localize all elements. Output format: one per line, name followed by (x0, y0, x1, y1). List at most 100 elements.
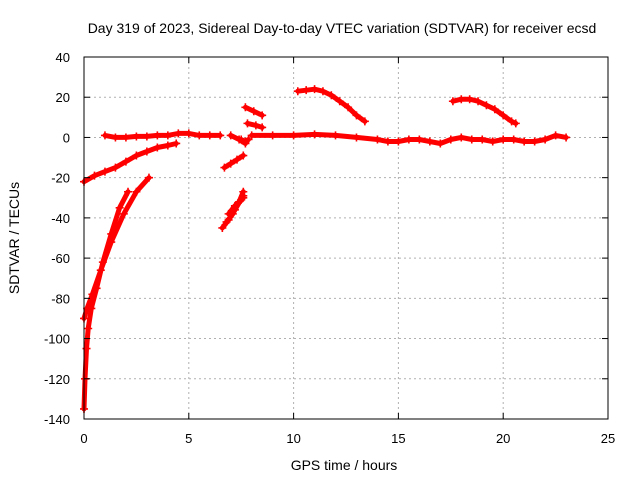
data-point (226, 159, 235, 168)
x-tick-label: 15 (391, 431, 405, 446)
data-point (132, 151, 141, 160)
data-point (84, 324, 93, 333)
data-point (404, 135, 413, 144)
data-point (220, 163, 229, 172)
data-point (218, 223, 227, 232)
data-point (482, 101, 491, 110)
data-point (153, 143, 162, 152)
data-point (111, 163, 120, 172)
data-point (115, 203, 124, 212)
data-point (235, 135, 244, 144)
data-point (520, 137, 529, 146)
data-point (233, 155, 242, 164)
data-point (121, 133, 130, 142)
y-tick-label: -140 (44, 412, 70, 427)
y-tick-label: -120 (44, 372, 70, 387)
y-tick-label: -80 (51, 291, 70, 306)
data-point (474, 97, 483, 106)
data-point (124, 187, 133, 196)
data-point (153, 131, 162, 140)
data-point (499, 111, 508, 120)
data-point (107, 238, 116, 247)
data-point (163, 131, 172, 140)
x-axis-label: GPS time / hours (291, 457, 398, 473)
data-point (142, 132, 151, 141)
data-point (509, 135, 518, 144)
data-point (132, 187, 141, 196)
series-arc-e (221, 153, 246, 171)
series-arc-c (81, 141, 179, 185)
y-tick-label: -100 (44, 332, 70, 347)
data-point (228, 209, 237, 218)
data-point (241, 103, 250, 112)
data-point (163, 141, 172, 150)
data-point (244, 135, 253, 144)
x-tick-label: 10 (286, 431, 300, 446)
data-point (530, 137, 539, 146)
data-point (551, 131, 560, 140)
data-point (352, 133, 361, 142)
data-point (121, 157, 130, 166)
data-point (562, 133, 571, 142)
series-arc-a (81, 189, 131, 412)
data-point (258, 111, 267, 120)
data-point (172, 139, 181, 148)
data-point (90, 171, 99, 180)
data-point (394, 137, 403, 146)
x-tick-label: 0 (80, 431, 87, 446)
plot-frame (83, 56, 609, 420)
data-point (302, 86, 311, 95)
data-point (268, 131, 277, 140)
data-point (195, 131, 204, 140)
data-point (436, 139, 445, 148)
x-tick-label: 25 (601, 431, 615, 446)
data-point (331, 131, 340, 140)
data-point (100, 131, 109, 140)
data-point (490, 105, 499, 114)
data-point (335, 97, 344, 106)
y-tick-label: -40 (51, 211, 70, 226)
y-axis-label: SDTVAR / TECUs (6, 182, 22, 294)
data-point (226, 131, 235, 140)
data-marks (80, 85, 571, 413)
data-point (541, 135, 550, 144)
data-point (142, 147, 151, 156)
data-point (239, 151, 248, 160)
data-point (184, 129, 193, 138)
data-point (344, 103, 353, 112)
data-point (327, 91, 336, 100)
data-point (96, 266, 105, 275)
grid (84, 57, 608, 419)
data-point (488, 137, 497, 146)
data-point (239, 187, 248, 196)
data-point (241, 139, 250, 148)
data-point (499, 135, 508, 144)
y-tick-label: -60 (51, 251, 70, 266)
chart-title: Day 319 of 2023, Sidereal Day-to-day VTE… (88, 20, 597, 36)
x-tick-label: 5 (185, 431, 192, 446)
data-point (258, 123, 267, 132)
data-point (289, 131, 298, 140)
data-point (310, 85, 319, 94)
data-point (144, 173, 153, 182)
data-point (249, 107, 258, 116)
data-point (251, 121, 260, 130)
data-point (478, 135, 487, 144)
data-point (465, 95, 474, 104)
data-point (507, 117, 516, 126)
x-tick-label: 20 (496, 431, 510, 446)
series-arc-b (81, 175, 152, 321)
y-tick-label: 20 (56, 90, 70, 105)
data-point (310, 130, 319, 139)
data-point (446, 135, 455, 144)
data-point (352, 111, 361, 120)
data-point (111, 133, 120, 142)
data-point (205, 131, 214, 140)
data-point (222, 217, 231, 226)
data-point (415, 135, 424, 144)
data-point (318, 87, 327, 96)
data-point (88, 290, 97, 299)
data-point (373, 135, 382, 144)
data-point (247, 131, 256, 140)
